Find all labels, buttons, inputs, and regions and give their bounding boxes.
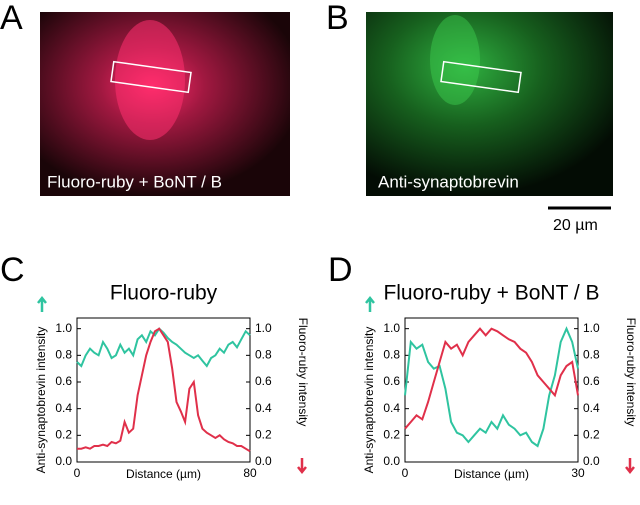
y2-tick-label: 0.8 [255, 348, 272, 362]
x-tick-label: 80 [243, 466, 257, 480]
y-axis-label: Anti-synaptobrevin intensity [34, 327, 48, 474]
y-tick-label: 0.0 [55, 454, 72, 468]
y2-tick-label: 1.0 [255, 321, 272, 335]
y-tick-label: 0.6 [383, 374, 400, 388]
y2-tick-label: 0.4 [583, 401, 600, 415]
x-tick-label: 0 [402, 466, 409, 480]
scale-bar-label: 20 µm [553, 217, 598, 234]
panel-label: C [0, 251, 25, 289]
y-tick-label: 0.0 [383, 454, 400, 468]
y-tick-label: 0.2 [383, 428, 400, 442]
micrograph [366, 12, 613, 196]
y-tick-label: 0.4 [383, 401, 400, 415]
y2-tick-label: 0.8 [583, 348, 600, 362]
y2-axis-label: Fluoro-ruby intensity [296, 318, 310, 427]
axis-arrow-red [625, 458, 635, 475]
y-tick-label: 0.8 [383, 348, 400, 362]
axis-arrow-green [365, 295, 375, 312]
y-tick-label: 0.8 [55, 348, 72, 362]
y-tick-label: 0.6 [55, 374, 72, 388]
y2-tick-label: 0.2 [583, 428, 600, 442]
roi-box [440, 60, 522, 94]
x-axis-label: Distance (µm) [126, 467, 201, 481]
y-tick-label: 1.0 [383, 321, 400, 335]
roi-box [110, 60, 192, 94]
data-line [404, 327, 579, 430]
y-tick-label: 0.2 [55, 428, 72, 442]
image-caption: Anti-synaptobrevin [378, 172, 519, 191]
data-line [404, 326, 579, 448]
chart-title: Fluoro-ruby + BoNT / B [383, 282, 599, 305]
y2-tick-label: 0.6 [255, 374, 272, 388]
axis-arrow-green [37, 295, 47, 312]
axis-arrow-red [297, 458, 307, 475]
y2-tick-label: 0.2 [255, 428, 272, 442]
data-line [77, 327, 251, 453]
micrograph-detail [430, 15, 480, 105]
x-tick-label: 0 [74, 466, 81, 480]
y-axis-label: Anti-synaptobrevin intensity [362, 327, 376, 474]
panel-label: B [326, 0, 349, 37]
y2-axis-label: Fluoro-ruby intensity [624, 318, 638, 427]
micrograph-detail [115, 20, 185, 140]
image-caption: Fluoro-ruby + BoNT / B [47, 172, 222, 191]
panel-label: D [328, 251, 353, 289]
y2-tick-label: 0.4 [255, 401, 272, 415]
x-tick-label: 30 [571, 466, 585, 480]
y2-tick-label: 1.0 [583, 321, 600, 335]
data-line [76, 327, 251, 368]
y2-tick-label: 0.0 [583, 454, 600, 468]
y2-tick-label: 0.0 [255, 454, 272, 468]
chart-title: Fluoro-ruby [110, 282, 218, 305]
panel-label: A [0, 0, 23, 37]
y2-tick-label: 0.6 [583, 374, 600, 388]
plot-frame [76, 317, 251, 463]
x-axis-label: Distance (µm) [454, 467, 529, 481]
y-tick-label: 0.4 [55, 401, 72, 415]
y-tick-label: 1.0 [55, 321, 72, 335]
